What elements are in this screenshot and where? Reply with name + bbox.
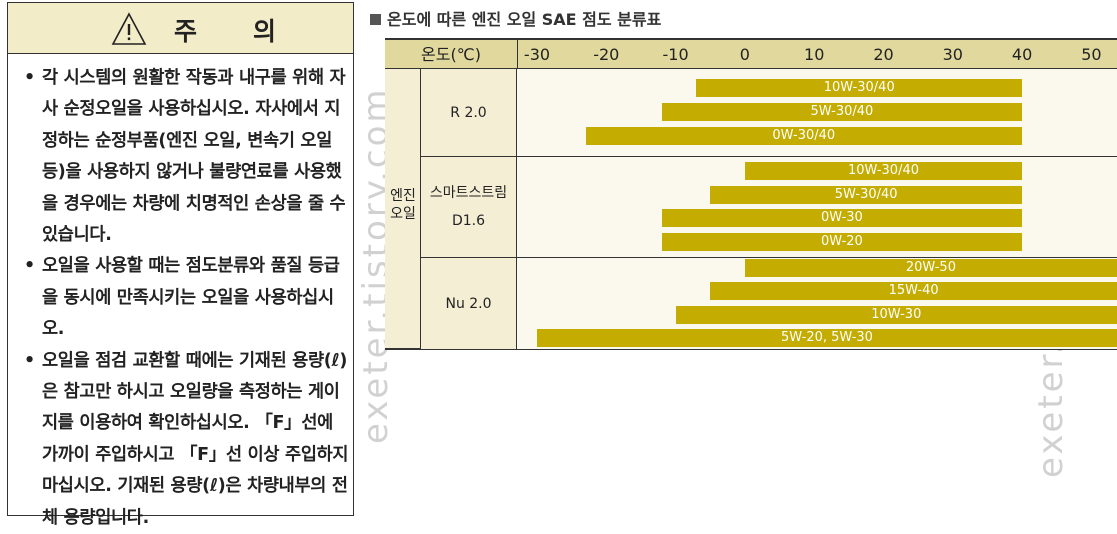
engine-name-line: 스마트스트림: [429, 185, 508, 201]
viscosity-bar: 0W-30: [661, 209, 1023, 228]
bar-area: 10W-30/40 5W-30/40 0W-30/40: [517, 69, 1117, 156]
viscosity-bar-label: 0W-30/40: [772, 128, 836, 143]
engine-name: 스마트스트림 D1.6: [421, 157, 517, 257]
category-label: 엔진 오일: [390, 188, 416, 222]
viscosity-bar: 0W-30/40: [585, 127, 1023, 145]
warning-triangle-icon: [111, 12, 147, 45]
category-cell: 엔진 오일: [385, 69, 421, 348]
tick-label: -20: [593, 45, 620, 64]
viscosity-bar: 5W-30/40: [661, 103, 1023, 121]
caution-list: • 각 시스템의 원활한 작동과 내구를 위해 자사 순정오일을 사용하십시오. …: [22, 63, 352, 534]
caution-header: 주 의: [8, 3, 353, 54]
viscosity-bar: 0W-20: [661, 232, 1023, 251]
tick-label: -10: [662, 45, 689, 64]
chart-header-row: 온도(℃) -30 -20 -10 0 10 20 30 40 50: [385, 38, 1117, 69]
caution-item: • 오일을 점검 교환할 때에는 기재된 용량(ℓ)은 참고만 하시고 오일량을 …: [24, 350, 349, 528]
tick-label: 0: [739, 45, 750, 64]
square-bullet-icon: [370, 14, 381, 25]
temperature-header: 온도(℃): [421, 45, 481, 64]
caution-title-2: 의: [253, 17, 277, 46]
chart-title: 온도에 따른 엔진 오일 SAE 점도 분류표: [370, 6, 661, 30]
viscosity-bar-label: 15W-40: [888, 283, 939, 299]
viscosity-bar: 5W-30/40: [710, 185, 1023, 204]
tick-label: -30: [523, 45, 551, 64]
engine-group: Nu 2.0 20W-50 15W-40 10W-30 5W-20, 5W-30: [421, 258, 1117, 350]
bar-area: 10W-30/40 5W-30/40 0W-30 0W-20: [517, 157, 1117, 257]
caution-title: 주: [174, 17, 200, 46]
engine-name-line: D1.6: [451, 213, 486, 229]
viscosity-bar-label: 5W-20, 5W-30: [781, 330, 873, 346]
viscosity-bar: 10W-30/40: [744, 162, 1023, 181]
tick-label: 10: [804, 45, 825, 64]
engine-group: 스마트스트림 D1.6 10W-30/40 5W-30/40 0W-30 0W-20: [421, 157, 1117, 258]
viscosity-bar: 10W-30/40: [696, 79, 1023, 97]
engine-name-line: Nu 2.0: [445, 295, 492, 312]
viscosity-bar: 10W-30: [675, 305, 1117, 324]
engine-group: R 2.0 10W-30/40 5W-30/40 0W-30/40: [421, 69, 1117, 157]
viscosity-bar-label: 10W-30: [871, 306, 922, 322]
viscosity-bar-label: 5W-30/40: [810, 104, 874, 119]
tick-label: 40: [1011, 45, 1033, 64]
caution-box: 주 의 • 각 시스템의 원활한 작동과 내구를 위해 자사 순정오일을 사용하십…: [7, 2, 354, 528]
viscosity-bar-label: 10W-30/40: [823, 80, 895, 95]
viscosity-bar-label: 0W-30: [820, 210, 863, 226]
caution-item: • 오일을 사용할 때는 점도분류와 품질 등급을 동시에 만족시키는 오일을 사…: [24, 256, 340, 340]
viscosity-bar-label: 10W-30/40: [847, 163, 919, 179]
viscosity-bar: 15W-40: [710, 282, 1117, 301]
engine-name-line: R 2.0: [450, 104, 487, 121]
engine-name: R 2.0: [421, 69, 517, 156]
tick-label: 20: [873, 45, 894, 64]
viscosity-bar-label: 20W-50: [905, 259, 956, 275]
viscosity-bar: 20W-50: [744, 258, 1117, 277]
tick-label: 50: [1081, 45, 1102, 64]
viscosity-chart: 온도(℃) -30 -20 -10 0 10 20 30 40 50 엔진 오일 R 2.0 10…: [385, 38, 1117, 350]
tick-label: 30: [942, 45, 963, 64]
engine-name: Nu 2.0: [421, 258, 517, 349]
viscosity-bar: 5W-20, 5W-30: [537, 329, 1117, 348]
chart-body: 엔진 오일 R 2.0 10W-30/40 5W-30/40 0W-30/40 스마트스…: [385, 69, 1117, 350]
bar-area: 20W-50 15W-40 10W-30 5W-20, 5W-30: [517, 258, 1117, 349]
viscosity-bar-label: 0W-20: [820, 233, 863, 249]
caution-item: • 각 시스템의 원활한 작동과 내구를 위해 자사 순정오일을 사용하십시오. …: [24, 68, 346, 246]
viscosity-bar-label: 5W-30/40: [834, 186, 898, 202]
